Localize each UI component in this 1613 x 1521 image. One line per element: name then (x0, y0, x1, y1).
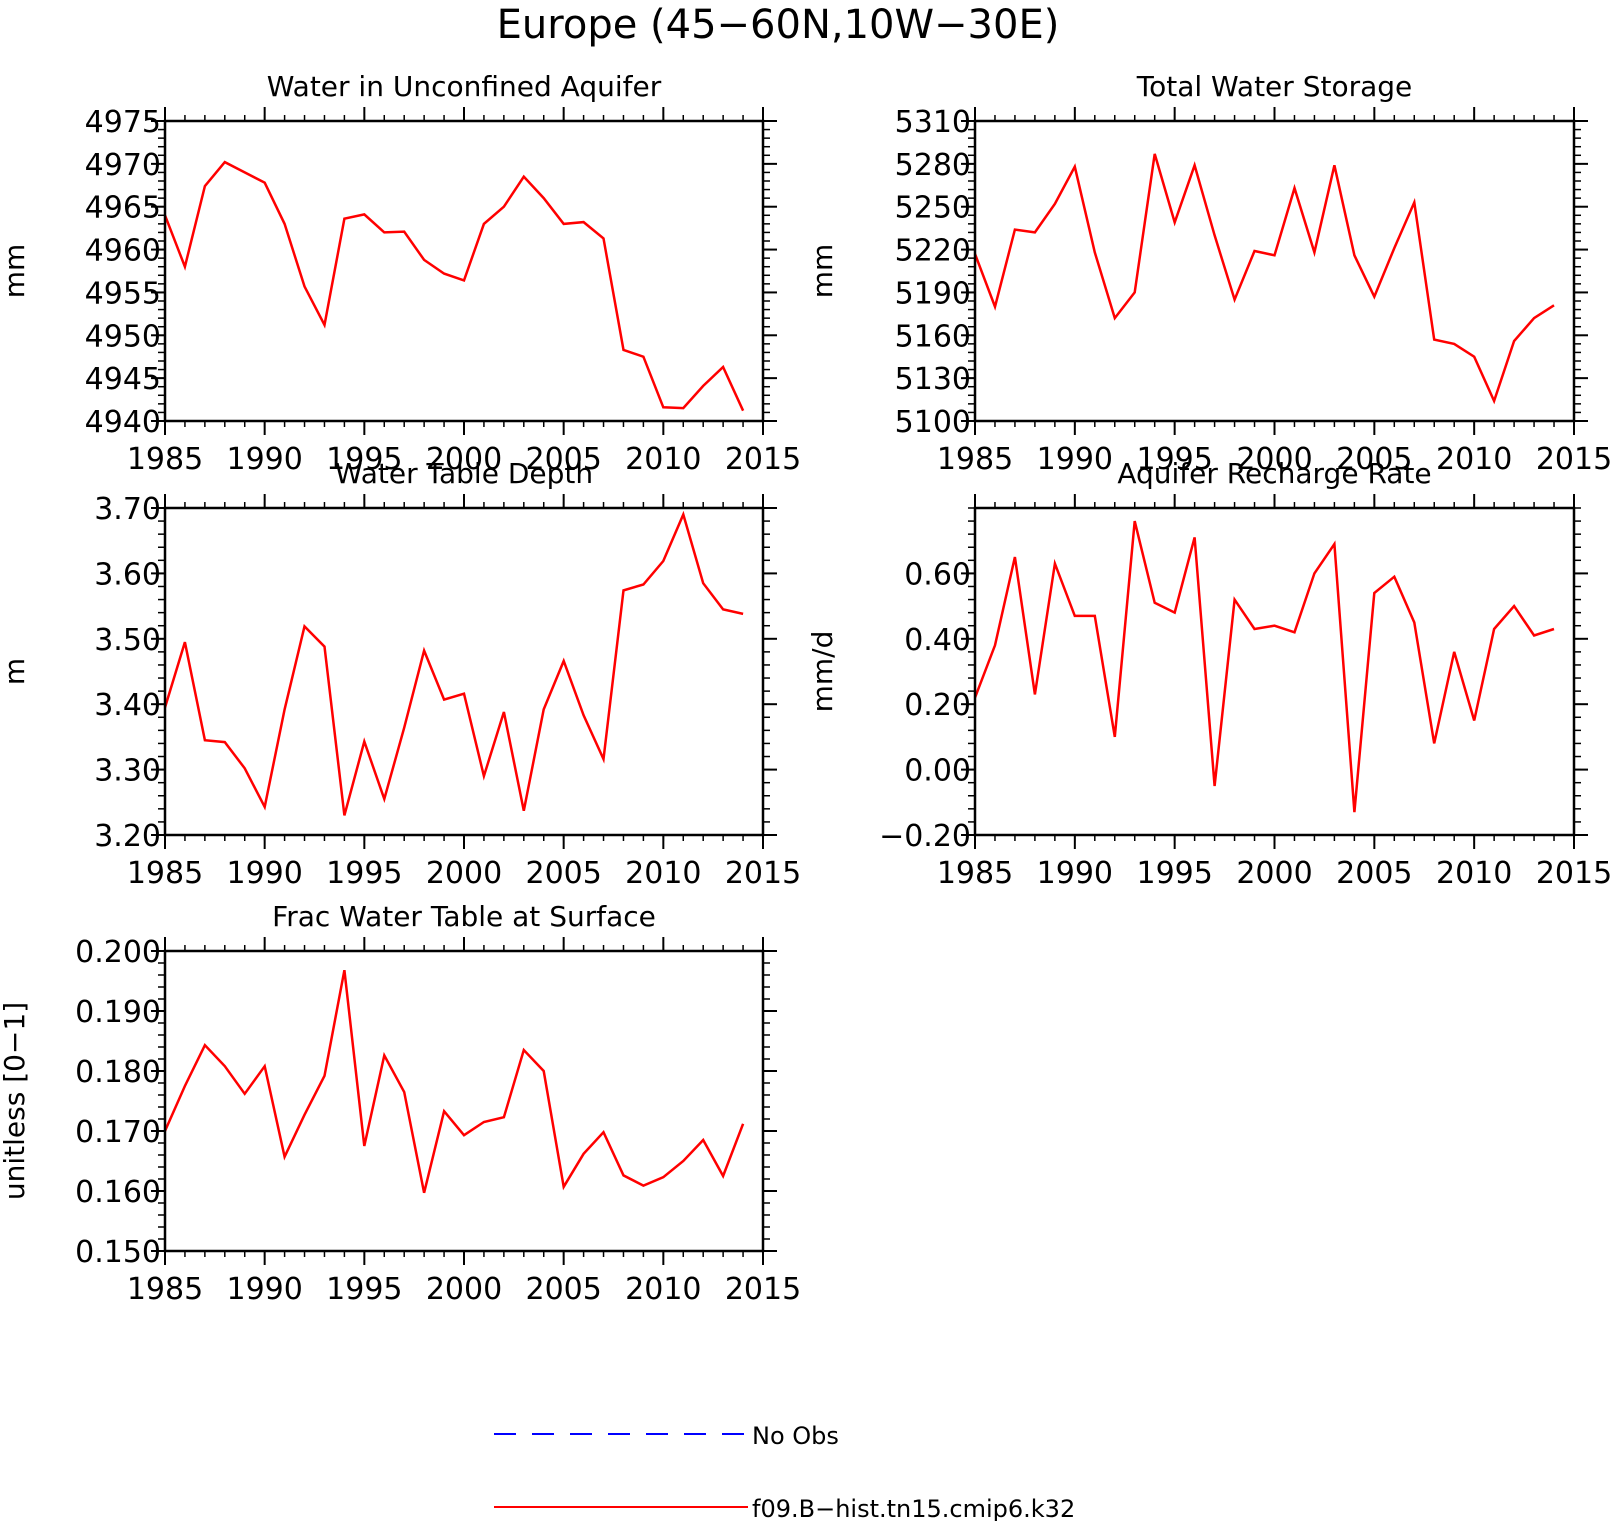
x-tick-label: 1985 (937, 856, 1013, 891)
y-axis-label: mm (0, 244, 31, 299)
y-tick-label: 4965 (85, 191, 161, 226)
x-tick-label: 2015 (1536, 442, 1612, 477)
y-tick-label: 0.190 (75, 995, 161, 1030)
x-tick-label: 1995 (1136, 442, 1212, 477)
x-tick-label: 2010 (625, 442, 701, 477)
y-tick-label: 0.180 (75, 1055, 161, 1090)
y-tick-label: 3.60 (94, 557, 161, 592)
x-tick-label: 2015 (725, 856, 801, 891)
y-tick-label: 4970 (85, 148, 161, 183)
y-tick-label: 5130 (895, 362, 971, 397)
x-tick-label: 2010 (1436, 856, 1512, 891)
figure-title: Europe (45−60N,10W−30E) (497, 2, 1060, 48)
x-tick-label: 1995 (326, 856, 402, 891)
x-tick-label: 1985 (127, 856, 203, 891)
x-tick-label: 2000 (1236, 856, 1312, 891)
chart-panel-4: Aquifer Recharge Rate 1985 1990 1995 2000 200… (806, 457, 1612, 891)
y-axis-label: unitless [0−1] (0, 1002, 31, 1200)
x-tick-label: 2000 (426, 1272, 502, 1307)
x-tick-label: 2005 (1336, 856, 1412, 891)
y-tick-label: 3.30 (94, 754, 161, 789)
x-tick-label: 2000 (426, 856, 502, 891)
chart-panel-1: Water in Unconfined Aquifer 1985 1990 1995 2… (0, 70, 801, 477)
y-tick-label: 0.170 (75, 1115, 161, 1150)
y-tick-label: −0.20 (879, 819, 971, 854)
x-tick-label: 1995 (326, 442, 402, 477)
chart-panel-3: Water Table Depth 1985 1990 1995 2000 2005 201… (0, 457, 801, 891)
y-tick-label: 3.40 (94, 688, 161, 723)
y-tick-label: 5220 (895, 234, 971, 269)
x-tick-label: 2000 (1236, 442, 1312, 477)
chart-panel-2: Total Water Storage 1985 1990 1995 2000 2005 2… (806, 70, 1612, 477)
plot-frame (163, 506, 765, 837)
x-tick-label: 2005 (525, 442, 601, 477)
x-tick-label: 1985 (937, 442, 1013, 477)
y-axis-label: mm (806, 244, 839, 299)
y-tick-label: 5280 (895, 148, 971, 183)
y-tick-label: 5310 (895, 105, 971, 140)
series-line (163, 510, 744, 816)
x-tick-label: 2010 (625, 1272, 701, 1307)
x-tick-label: 2005 (525, 1272, 601, 1307)
y-tick-label: 0.00 (904, 754, 971, 789)
y-tick-label: 4940 (85, 405, 161, 440)
panel-title: Total Water Storage (1136, 70, 1413, 103)
x-tick-label: 1995 (1136, 856, 1212, 891)
legend: No Obs f09.B−hist.tn15.cmip6.k32 (494, 1422, 1075, 1521)
panel-title: Water Table Depth (335, 457, 593, 490)
y-tick-label: 4960 (85, 234, 161, 269)
y-tick-label: 0.200 (75, 935, 161, 970)
plot-frame (973, 119, 1576, 423)
y-tick-label: 4945 (85, 362, 161, 397)
y-tick-label: 3.70 (94, 492, 161, 527)
x-tick-label: 1995 (326, 1272, 402, 1307)
series-line (163, 969, 745, 1194)
panels: Water in Unconfined Aquifer 1985 1990 1995 2… (0, 70, 1612, 1307)
x-tick-label: 1990 (1037, 856, 1113, 891)
y-tick-label: 5250 (895, 191, 971, 226)
panel-title: Aquifer Recharge Rate (1117, 457, 1431, 490)
x-tick-label: 1990 (226, 442, 302, 477)
plot-frame (163, 119, 765, 423)
y-tick-label: 4975 (85, 105, 161, 140)
x-tick-label: 2005 (525, 856, 601, 891)
panel-title: Water in Unconfined Aquifer (267, 70, 662, 103)
y-tick-label: 0.20 (904, 688, 971, 723)
x-tick-label: 2010 (625, 856, 701, 891)
x-tick-label: 1990 (226, 1272, 302, 1307)
y-axis-label: m (0, 658, 31, 685)
y-tick-label: 0.40 (904, 623, 971, 658)
y-tick-label: 3.20 (94, 819, 161, 854)
x-tick-label: 1990 (226, 856, 302, 891)
y-tick-label: 5190 (895, 276, 971, 311)
legend-label-model: f09.B−hist.tn15.cmip6.k32 (752, 1495, 1075, 1521)
x-tick-label: 1985 (127, 442, 203, 477)
y-tick-label: 0.150 (75, 1235, 161, 1270)
y-tick-label: 0.60 (904, 557, 971, 592)
y-tick-label: 3.50 (94, 623, 161, 658)
plot-frame (973, 506, 1576, 837)
series-line (973, 153, 1555, 405)
y-tick-label: 0.160 (75, 1175, 161, 1210)
y-tick-label: 4955 (85, 276, 161, 311)
y-tick-label: 4950 (85, 319, 161, 354)
chart-panel-5: Frac Water Table at Surface 1985 1990 1995 2… (0, 900, 801, 1307)
panel-title: Frac Water Table at Surface (272, 900, 656, 933)
x-tick-label: 2000 (426, 442, 502, 477)
series-line (163, 160, 745, 412)
x-tick-label: 2010 (1436, 442, 1512, 477)
series-line (973, 520, 1555, 813)
x-tick-label: 2005 (1336, 442, 1412, 477)
y-tick-label: 5100 (895, 405, 971, 440)
x-tick-label: 1990 (1037, 442, 1113, 477)
y-axis-label: mm/d (806, 631, 839, 713)
plot-frame (163, 949, 765, 1253)
x-tick-label: 2015 (725, 442, 801, 477)
y-tick-label: 5160 (895, 319, 971, 354)
x-tick-label: 2015 (1536, 856, 1612, 891)
legend-label-no-obs: No Obs (752, 1422, 839, 1450)
x-tick-label: 1985 (127, 1272, 203, 1307)
x-tick-label: 2015 (725, 1272, 801, 1307)
